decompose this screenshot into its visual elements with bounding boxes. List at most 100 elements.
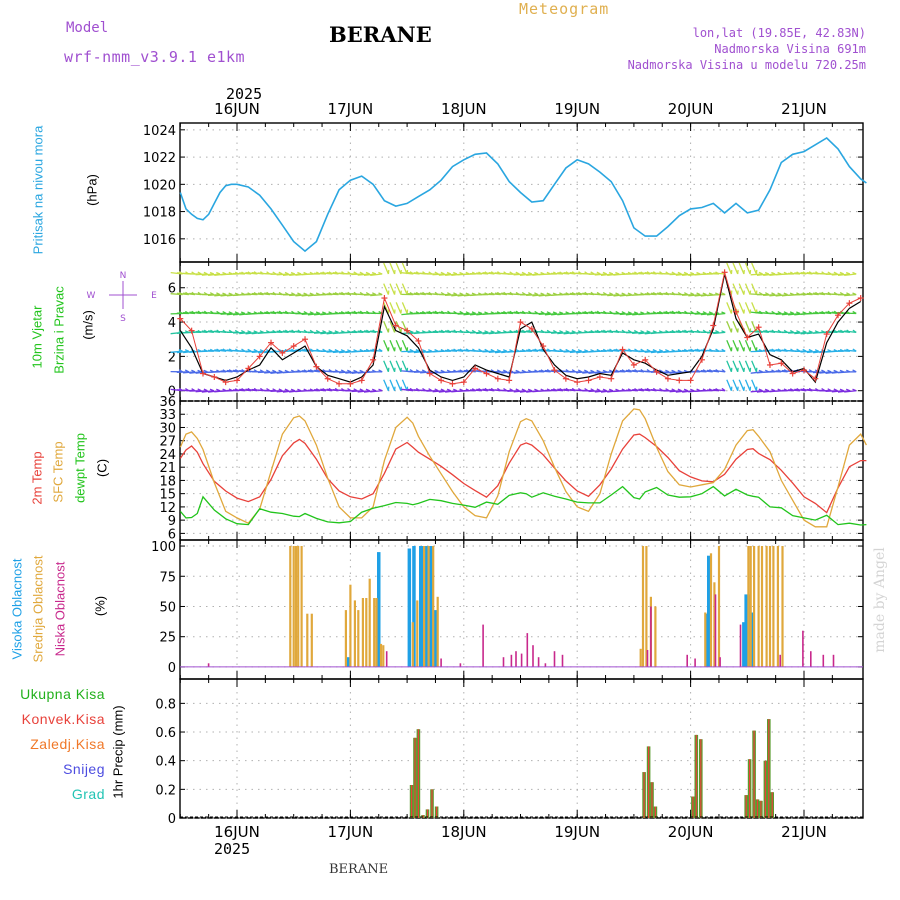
wind-barb	[588, 331, 601, 334]
wind-barb	[837, 330, 850, 334]
wind-barb	[775, 370, 788, 373]
wind-barb-head	[378, 348, 383, 352]
wind-barb-head	[821, 369, 826, 373]
wind-barb	[326, 293, 339, 296]
wind-barb	[694, 370, 707, 373]
wind-barb	[638, 331, 651, 335]
wind-barb-head	[184, 349, 190, 352]
wind-barb-head	[702, 311, 707, 315]
y-tick-label: 12	[159, 501, 176, 516]
wind-barb-head	[845, 271, 851, 275]
y-tick-label: 0.2	[155, 783, 176, 798]
x-tick-label-top: 19JUN	[554, 100, 600, 118]
wind-barb-head	[471, 292, 476, 296]
wind-barb	[170, 293, 183, 296]
wind-barb	[395, 360, 402, 373]
wind-barb-head	[471, 311, 476, 315]
wind-barb-head	[845, 388, 851, 392]
wind-barb	[289, 349, 302, 352]
wind-barb	[744, 262, 751, 275]
cloud-bar	[646, 650, 649, 667]
wind-barb	[588, 371, 601, 374]
wind-barb-head	[278, 388, 283, 392]
cloud-bar	[300, 546, 303, 667]
wind-barb	[401, 302, 408, 314]
wind-barb	[576, 292, 589, 296]
y-tick-label: 1022	[143, 151, 176, 166]
cloud-bar	[297, 546, 300, 667]
wind-barb-head	[509, 388, 514, 392]
wind-barb-head	[590, 388, 595, 392]
wind-barb	[176, 292, 189, 296]
wind-barb-head	[671, 271, 676, 275]
cloud-bar	[694, 658, 696, 667]
wind-barb-head	[839, 388, 844, 392]
cloud-bar	[382, 645, 385, 667]
x-tick-label-bottom: 20JUN	[668, 823, 714, 841]
wind-barb	[332, 292, 345, 296]
wind-barb	[657, 312, 670, 315]
wind-barb	[706, 331, 720, 334]
wind-barb	[726, 262, 732, 275]
wind-barb-head	[789, 311, 795, 315]
wind-barb	[744, 302, 751, 314]
wind-barb-head	[359, 388, 364, 392]
wind-barb-head	[415, 349, 420, 352]
wind-barb	[844, 273, 857, 277]
wind-barb	[183, 311, 196, 315]
wind-barb	[738, 302, 745, 314]
wind-barb	[507, 390, 520, 392]
wind-barb	[183, 371, 196, 374]
wind-barb	[837, 273, 850, 277]
precip-conv-label: Konvek.Kisa	[21, 711, 105, 727]
wind-barb-head	[315, 292, 321, 296]
wind-barb	[270, 371, 283, 374]
wind-barb-head	[453, 271, 458, 275]
wind-barb	[819, 311, 832, 315]
wind-barb-head	[708, 292, 713, 296]
wind-barb-head	[509, 349, 514, 352]
wind-barb-head	[241, 330, 246, 333]
wind-barb	[338, 371, 352, 374]
wind-barb-head	[328, 311, 333, 315]
wind-barb	[208, 273, 221, 277]
wind-barb-head	[640, 311, 645, 315]
compass-w: W	[87, 291, 96, 301]
wind-barb-head	[627, 292, 632, 296]
compass-e: E	[151, 291, 157, 301]
wind-barb	[563, 293, 576, 296]
wind-barb	[170, 350, 183, 353]
wind-barb	[338, 312, 352, 315]
wind-barb	[575, 312, 589, 315]
wind-barb	[407, 293, 420, 296]
wind-barb-head	[446, 388, 452, 392]
wind-barb	[831, 273, 844, 276]
cloud-bar	[749, 546, 752, 667]
wind-barb	[189, 311, 202, 315]
year-top: 2025	[226, 85, 263, 103]
cloud-bar	[289, 546, 292, 667]
wind-barb-head	[777, 292, 782, 296]
cloud-bar	[510, 654, 513, 667]
wind-barb	[756, 273, 769, 276]
wind-barb	[251, 350, 264, 354]
precip-conv-bar	[414, 737, 416, 818]
cloud-bar	[357, 610, 360, 667]
wind-barb-head	[515, 271, 520, 275]
cloud-bar	[361, 598, 364, 667]
wind-barb-head	[259, 330, 264, 333]
wind-barb-head	[571, 330, 576, 334]
wind-barb	[825, 390, 838, 393]
y-tick-label: 0	[168, 661, 176, 676]
wind-barb-head	[683, 292, 689, 296]
wind-barb-head	[340, 369, 345, 373]
wind-barb-head	[490, 330, 495, 334]
wind-barb	[563, 271, 576, 275]
wind-barb-head	[789, 292, 795, 296]
wind-barb-head	[297, 388, 302, 392]
y-tick-label: 36	[159, 395, 176, 410]
cloud-bar	[349, 584, 352, 667]
wind-barb-head	[446, 271, 452, 275]
wind-barb-head	[540, 311, 545, 315]
wind-barb-head	[646, 330, 651, 334]
